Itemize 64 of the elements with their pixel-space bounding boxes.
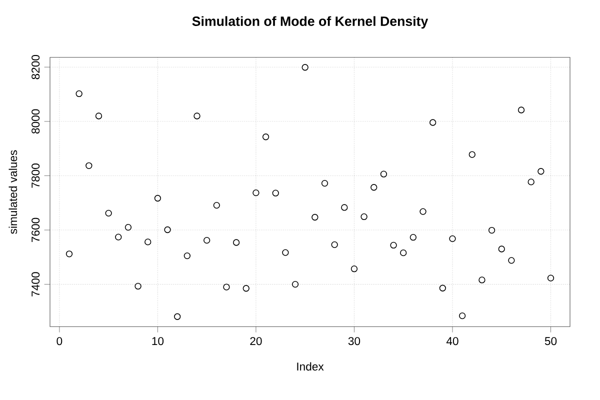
point [252,189,260,196]
point [331,241,338,248]
point [95,112,102,120]
y-axis-title: simulated values [8,150,18,234]
x-tick-label: 40 [446,337,458,346]
point [262,134,270,140]
point [350,266,358,272]
point [341,204,348,211]
y-tick-label: 7800 [32,164,40,188]
y-tick-label: 8000 [32,109,40,134]
point [410,234,417,241]
point [174,313,181,320]
point [154,194,162,202]
point [242,285,250,292]
point [292,280,299,288]
point [400,249,407,256]
point [508,257,515,264]
point [66,250,73,258]
point [488,226,496,234]
point [321,180,328,187]
point [518,106,525,114]
point [282,249,289,256]
point [458,312,466,320]
point [420,208,426,215]
x-tick-label: 10 [152,337,164,346]
point [184,252,191,260]
y-tick-label: 8200 [32,54,40,80]
point [430,119,436,126]
point [76,90,82,98]
x-tick-label: 20 [250,337,262,346]
point [213,202,220,209]
point [115,234,122,240]
point [124,224,132,231]
point [144,238,152,246]
point [86,162,92,169]
x-tick-label: 30 [348,337,360,346]
point [547,274,554,282]
point [232,239,240,246]
chart-title: Simulation of Mode of Kernel Density [192,16,428,29]
point [134,282,142,290]
point [272,190,279,196]
x-axis-title: Index [297,362,324,371]
point [312,214,318,221]
point [360,213,368,220]
x-tick-label: 0 [56,337,62,346]
point [390,242,397,249]
y-tick-label: 7600 [32,218,40,242]
point [380,170,388,178]
point [478,276,486,284]
point [370,184,378,191]
point [449,235,456,242]
point [498,246,505,252]
point [468,151,476,158]
point [105,210,112,217]
point [538,168,544,175]
y-tick-label: 7400 [32,272,40,296]
point [223,284,230,290]
x-tick-label: 50 [544,337,557,346]
point [194,112,200,120]
point [439,284,446,292]
point [528,178,534,186]
point [203,236,210,244]
point [302,64,308,71]
point [164,226,171,234]
